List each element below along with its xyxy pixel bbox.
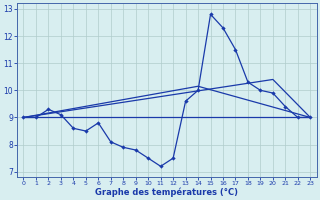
X-axis label: Graphe des températures (°C): Graphe des températures (°C) [95,187,238,197]
